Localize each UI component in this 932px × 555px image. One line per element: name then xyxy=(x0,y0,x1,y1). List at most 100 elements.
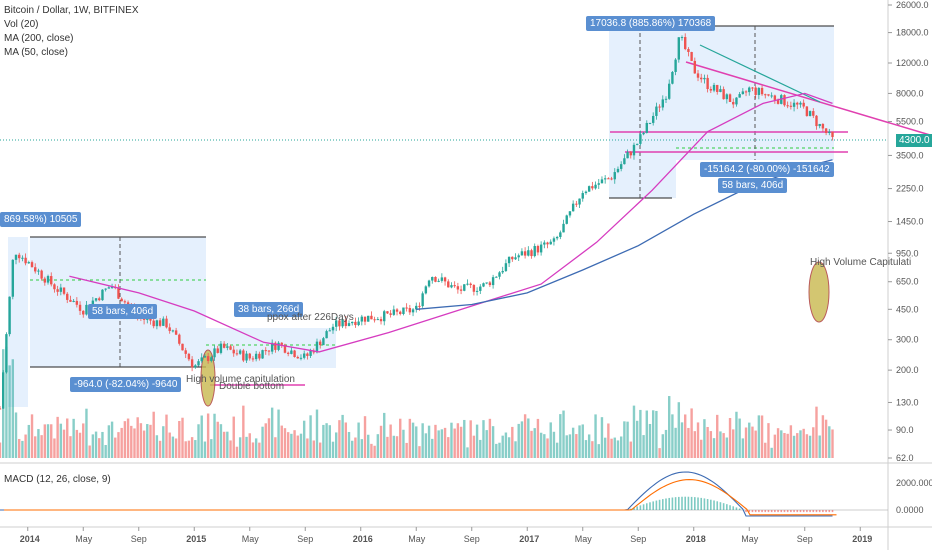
volume-bar xyxy=(488,418,492,458)
volume-bar xyxy=(437,430,440,458)
candle-body xyxy=(190,359,194,368)
volume-bar xyxy=(408,418,412,458)
candle-body xyxy=(722,89,725,100)
candle-body xyxy=(808,111,812,116)
candle-body xyxy=(146,318,149,320)
candle-body xyxy=(764,94,767,96)
candle-body xyxy=(735,97,738,105)
volume-bar xyxy=(495,443,498,458)
volume-bar xyxy=(642,435,645,458)
left-drop-tag: -964.0 (-82.04%) -9640 xyxy=(70,377,182,392)
volume-bar xyxy=(764,442,767,458)
candle-body xyxy=(587,186,591,192)
candle-body xyxy=(716,84,719,92)
macd-histogram-bar xyxy=(649,502,651,510)
candle-body xyxy=(399,311,402,314)
volume-bar xyxy=(543,434,546,458)
volume-bar xyxy=(123,421,127,458)
macd-histogram-bar xyxy=(636,506,638,510)
volume-bar xyxy=(674,427,677,458)
candle-body xyxy=(719,89,722,92)
macd-histogram-bar xyxy=(713,500,715,510)
candle-body xyxy=(315,341,319,353)
macd-histogram-bar xyxy=(722,503,725,510)
macd-histogram-bar xyxy=(732,506,735,510)
volume-bar xyxy=(261,426,264,458)
macd-histogram-bar xyxy=(719,502,722,510)
candle-body xyxy=(437,280,440,282)
volume-bar xyxy=(684,414,687,458)
candle-body xyxy=(338,320,341,327)
candle-body xyxy=(712,84,716,91)
volume-bar xyxy=(283,428,287,458)
volume-bar xyxy=(370,443,373,458)
volume-bar xyxy=(571,427,575,458)
candle-body xyxy=(98,298,101,301)
candle-body xyxy=(194,365,197,368)
right-gain-box xyxy=(609,26,676,198)
volume-bar xyxy=(165,414,168,458)
candle-body xyxy=(709,89,713,91)
candle-body xyxy=(181,343,184,351)
candle-body xyxy=(645,122,648,133)
macd-histogram-bar xyxy=(822,510,824,513)
volume-bar xyxy=(168,432,171,458)
volume-bar xyxy=(338,420,341,458)
price-tick-label: 130.0 xyxy=(896,397,919,407)
right-bars-tag: 58 bars, 406d xyxy=(718,178,788,193)
volume-bar xyxy=(677,402,681,458)
candle-body xyxy=(674,59,677,72)
volume-bar xyxy=(498,442,501,458)
volume-bar xyxy=(184,441,187,458)
volume-bar xyxy=(459,426,463,458)
price-tick-label: 62.0 xyxy=(896,453,914,463)
candle-body xyxy=(226,346,229,348)
capitulation-ellipse-right xyxy=(808,261,830,323)
candle-body xyxy=(261,350,264,359)
candle-body xyxy=(527,250,530,256)
volume-bar xyxy=(479,439,482,458)
volume-bar xyxy=(11,359,15,458)
macd-histogram-bar xyxy=(758,510,760,513)
candle-body xyxy=(283,344,287,353)
volume-bar xyxy=(152,411,155,458)
candle-body xyxy=(828,131,831,134)
volume-bar xyxy=(616,440,620,458)
volume-bar xyxy=(527,418,530,458)
volume-bar xyxy=(744,427,748,458)
volume-bar xyxy=(716,414,719,458)
volume-bar xyxy=(700,439,703,458)
price-tick-label: 950.0 xyxy=(896,248,919,258)
macd-tick-label: 2000.0000 xyxy=(896,478,932,488)
candle-body xyxy=(341,319,344,327)
volume-bar xyxy=(200,415,203,458)
volume-bar xyxy=(610,438,613,458)
macd-histogram-bar xyxy=(764,510,767,513)
volume-bar xyxy=(504,432,508,458)
volume-bar xyxy=(216,421,219,458)
volume-bar xyxy=(706,426,709,458)
volume-bar xyxy=(392,435,396,458)
volume-bar xyxy=(805,434,809,458)
volume-bar xyxy=(597,444,600,458)
candle-body xyxy=(72,300,75,302)
macd-histogram-bar xyxy=(684,496,687,510)
volume-bar xyxy=(411,422,415,458)
volume-bar xyxy=(66,418,69,458)
volume-bar xyxy=(328,425,331,458)
candle-body xyxy=(69,299,72,302)
macd-histogram-bar xyxy=(825,510,827,513)
signal-line xyxy=(4,479,837,516)
macd-histogram-bar xyxy=(735,507,738,510)
candle-body xyxy=(264,350,267,352)
candle-body xyxy=(696,73,700,78)
volume-bar xyxy=(575,434,578,458)
volume-bar xyxy=(568,434,572,458)
volume-bar xyxy=(607,423,610,458)
candle-body xyxy=(498,272,501,277)
volume-bar xyxy=(354,437,357,458)
volume-bar xyxy=(651,410,655,458)
candle-body xyxy=(565,215,568,224)
